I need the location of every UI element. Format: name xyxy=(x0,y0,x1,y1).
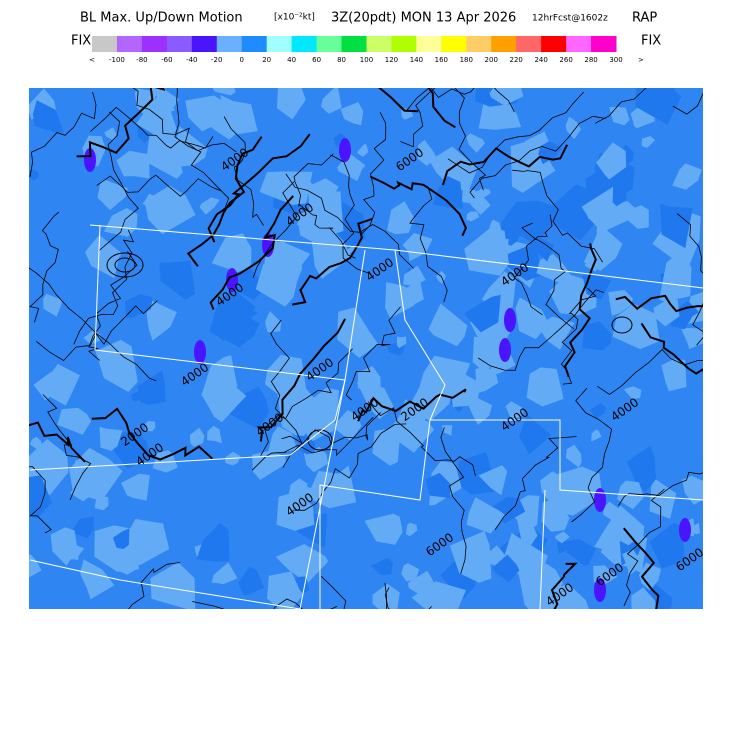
legend-swatch xyxy=(566,36,591,52)
legend-label: 100 xyxy=(360,56,373,64)
legend-label: 0 xyxy=(239,56,243,64)
legend-swatch xyxy=(516,36,541,52)
motion-patch xyxy=(309,191,344,237)
title: BL Max. Up/Down Motion xyxy=(80,11,243,26)
legend-label: > xyxy=(638,56,644,64)
model: RAP xyxy=(632,11,657,26)
legend-swatch xyxy=(342,36,367,52)
legend-label: -60 xyxy=(161,56,172,64)
legend-label: 60 xyxy=(312,56,321,64)
contour-line xyxy=(306,606,432,697)
legend-label: 300 xyxy=(609,56,622,64)
legend-label: 120 xyxy=(385,56,398,64)
legend-label: 200 xyxy=(485,56,498,64)
units: [x10⁻²kt] xyxy=(274,13,315,23)
legend-swatch xyxy=(292,36,317,52)
legend-swatch xyxy=(267,36,292,52)
legend-label: 80 xyxy=(337,56,346,64)
legend-label: 220 xyxy=(510,56,523,64)
legend-swatch xyxy=(217,36,242,52)
legend-label: -40 xyxy=(186,56,197,64)
downward-patch xyxy=(339,138,351,162)
legend-swatch xyxy=(317,36,342,52)
legend-swatch xyxy=(92,36,117,52)
downward-patch xyxy=(594,488,606,512)
legend-label: < xyxy=(89,56,95,64)
legend-swatch xyxy=(117,36,142,52)
legend-label: 160 xyxy=(435,56,448,64)
legend-label: 40 xyxy=(287,56,296,64)
legend-swatch xyxy=(167,36,192,52)
legend-swatch xyxy=(491,36,516,52)
legend-label: -100 xyxy=(109,56,125,64)
fix-left: FIX xyxy=(71,34,91,49)
fix-right: FIX xyxy=(641,34,661,49)
legend-swatch xyxy=(391,36,416,52)
legend-label: 20 xyxy=(262,56,271,64)
downward-patch xyxy=(194,340,206,364)
legend-swatch xyxy=(366,36,391,52)
forecast: 12hrFcst@1602z xyxy=(532,14,608,24)
legend-swatch xyxy=(192,36,217,52)
legend-swatch xyxy=(242,36,267,52)
legend-swatch xyxy=(441,36,466,52)
downward-patch xyxy=(504,308,516,332)
legend-label: 280 xyxy=(584,56,597,64)
legend-swatch xyxy=(466,36,491,52)
legend-label: -80 xyxy=(136,56,147,64)
downward-patch xyxy=(499,338,511,362)
downward-patch xyxy=(679,518,691,542)
legend-label: 140 xyxy=(410,56,423,64)
legend-label: 180 xyxy=(460,56,473,64)
legend-label: -20 xyxy=(211,56,222,64)
legend-swatch xyxy=(142,36,167,52)
legend-label: 260 xyxy=(559,56,572,64)
legend-label: 240 xyxy=(534,56,547,64)
legend-swatch xyxy=(591,36,616,52)
valid-time: 3Z(20pdt) MON 13 Apr 2026 xyxy=(331,11,516,26)
legend-swatch xyxy=(541,36,566,52)
legend-swatch xyxy=(416,36,441,52)
